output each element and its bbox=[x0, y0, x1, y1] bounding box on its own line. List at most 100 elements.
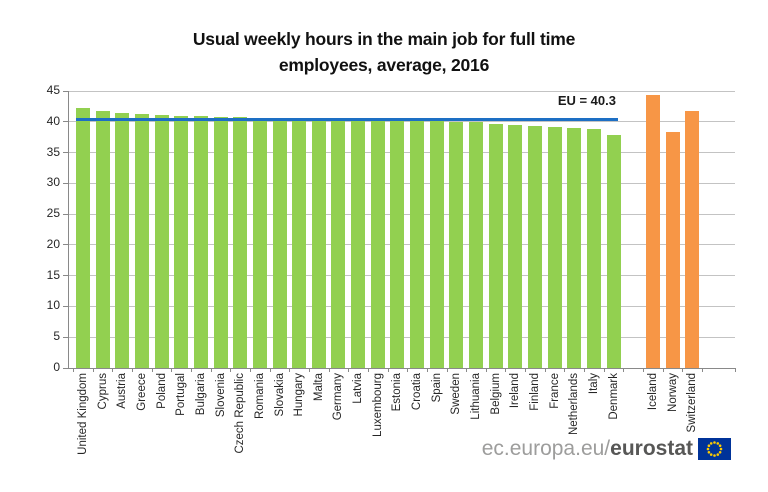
footer-branding: ec.europa.eu/eurostat bbox=[482, 437, 731, 461]
x-tick-29 bbox=[643, 368, 645, 372]
y-tick-10 bbox=[63, 305, 68, 307]
x-label-bulgaria: Bulgaria bbox=[194, 373, 207, 416]
y-axis-label-15: 15 bbox=[46, 267, 60, 282]
bar-ireland bbox=[508, 125, 523, 368]
y-axis-label-20: 20 bbox=[46, 236, 60, 251]
y-tick-25 bbox=[63, 213, 68, 215]
x-tick-21 bbox=[485, 368, 487, 372]
bar-cyprus bbox=[95, 111, 110, 368]
x-tick-30 bbox=[662, 368, 664, 372]
bar-luxembourg bbox=[370, 119, 385, 368]
x-label-austria: Austria bbox=[116, 373, 129, 409]
bar-norway bbox=[665, 131, 680, 368]
x-tick-16 bbox=[387, 368, 389, 372]
x-label-latvia: Latvia bbox=[352, 373, 365, 404]
x-label-slovenia: Slovenia bbox=[214, 373, 227, 418]
x-tick-5 bbox=[171, 368, 173, 372]
x-label-iceland: Iceland bbox=[646, 373, 659, 411]
x-tick-2 bbox=[112, 368, 114, 372]
bar-slovakia bbox=[272, 118, 287, 368]
bar-slovenia bbox=[213, 116, 228, 368]
x-tick-4 bbox=[151, 368, 153, 372]
bar-estonia bbox=[390, 119, 405, 368]
x-label-sweden: Sweden bbox=[450, 373, 463, 415]
bar-italy bbox=[586, 129, 601, 368]
x-label-ireland: Ireland bbox=[509, 373, 522, 409]
x-label-cyprus: Cyprus bbox=[96, 373, 109, 410]
bar-malta bbox=[311, 118, 326, 368]
y-axis-label-10: 10 bbox=[46, 298, 60, 313]
x-label-italy: Italy bbox=[587, 373, 600, 395]
footer-url: ec.europa.eu/eurostat bbox=[482, 437, 693, 461]
bar-iceland bbox=[645, 94, 660, 368]
bar-hungary bbox=[292, 118, 307, 368]
x-label-croatia: Croatia bbox=[411, 373, 424, 411]
x-label-czech-republic: Czech Republic bbox=[234, 373, 247, 454]
y-tick-40 bbox=[63, 121, 68, 123]
x-tick-14 bbox=[348, 368, 350, 372]
x-label-norway: Norway bbox=[666, 373, 679, 412]
x-label-poland: Poland bbox=[155, 373, 168, 409]
x-tick-27 bbox=[603, 368, 605, 372]
x-tick-3 bbox=[132, 368, 134, 372]
bar-bulgaria bbox=[193, 116, 208, 368]
x-label-finland: Finland bbox=[528, 373, 541, 411]
x-label-romania: Romania bbox=[253, 373, 266, 420]
x-tick-20 bbox=[466, 368, 468, 372]
x-label-denmark: Denmark bbox=[607, 373, 620, 420]
bar-czech-republic bbox=[233, 117, 248, 368]
bar-switzerland bbox=[685, 110, 700, 368]
x-tick-11 bbox=[289, 368, 291, 372]
y-axis-label-30: 30 bbox=[46, 175, 60, 190]
bar-spain bbox=[429, 120, 444, 368]
bar-france bbox=[547, 126, 562, 368]
x-tick-15 bbox=[367, 368, 369, 372]
eu-flag-icon bbox=[698, 438, 731, 460]
x-tick-end bbox=[735, 368, 736, 372]
x-label-switzerland: Switzerland bbox=[686, 373, 699, 433]
bar-belgium bbox=[488, 123, 503, 368]
x-tick-18 bbox=[426, 368, 428, 372]
y-tick-20 bbox=[63, 244, 68, 246]
x-label-slovakia: Slovakia bbox=[273, 373, 286, 417]
x-tick-26 bbox=[584, 368, 586, 372]
x-tick-6 bbox=[191, 368, 193, 372]
x-tick-23 bbox=[525, 368, 527, 372]
x-tick-12 bbox=[308, 368, 310, 372]
x-label-portugal: Portugal bbox=[175, 373, 188, 416]
x-tick-24 bbox=[544, 368, 546, 372]
x-tick-28 bbox=[623, 368, 625, 372]
x-label-belgium: Belgium bbox=[489, 373, 502, 415]
gridline-45 bbox=[68, 90, 735, 92]
y-axis-label-0: 0 bbox=[53, 360, 60, 374]
y-axis-line bbox=[68, 91, 69, 368]
bar-romania bbox=[252, 118, 267, 368]
y-axis-label-5: 5 bbox=[53, 329, 60, 344]
bar-greece bbox=[134, 114, 149, 368]
x-label-germany: Germany bbox=[332, 373, 345, 421]
bar-germany bbox=[331, 118, 346, 368]
chart-title: Usual weekly hours in the main job for f… bbox=[0, 26, 768, 78]
bar-sweden bbox=[449, 121, 464, 368]
bar-latvia bbox=[351, 119, 366, 368]
chart-title-line1: Usual weekly hours in the main job for f… bbox=[192, 29, 576, 49]
bar-croatia bbox=[410, 119, 425, 368]
x-label-hungary: Hungary bbox=[293, 373, 306, 417]
eu-average-line bbox=[76, 118, 618, 122]
bar-lithuania bbox=[469, 122, 483, 368]
x-tick-10 bbox=[269, 368, 271, 372]
x-tick-31 bbox=[682, 368, 684, 372]
chart-title-line2: employees, average, 2016 bbox=[278, 55, 490, 75]
y-axis-label-25: 25 bbox=[46, 206, 60, 221]
x-tick-0 bbox=[73, 368, 75, 372]
y-tick-30 bbox=[63, 182, 68, 184]
bar-united-kingdom bbox=[76, 107, 90, 368]
x-tick-32 bbox=[701, 368, 703, 372]
x-tick-19 bbox=[446, 368, 448, 372]
bar-finland bbox=[527, 126, 542, 368]
x-tick-9 bbox=[250, 368, 252, 372]
y-axis-label-40: 40 bbox=[46, 113, 60, 128]
x-label-spain: Spain bbox=[430, 373, 443, 403]
y-tick-45 bbox=[63, 90, 68, 92]
